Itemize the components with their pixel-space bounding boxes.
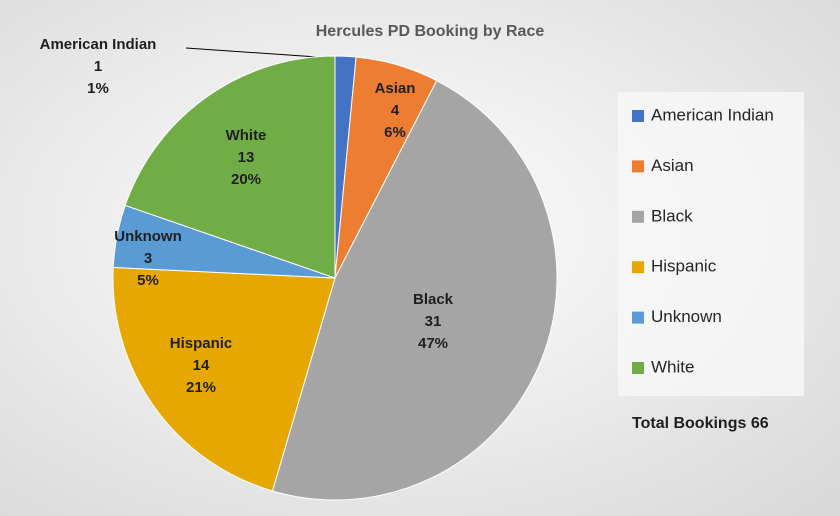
data-label-value: 31	[425, 313, 442, 330]
data-label-name: Hispanic	[170, 335, 233, 352]
pie-slice	[124, 55, 336, 279]
data-label-name: Unknown	[114, 228, 182, 245]
leader-line	[185, 47, 333, 59]
data-label-percent: 21%	[186, 379, 216, 396]
chart-title: Hercules PD Booking by Race	[316, 23, 545, 40]
legend-swatch	[632, 362, 644, 374]
pie-slice	[271, 80, 558, 501]
legend-swatch	[632, 261, 644, 274]
data-label-value: 3	[144, 250, 152, 267]
annotation: Total Bookings 66	[632, 415, 769, 432]
legend-label: White	[651, 357, 694, 376]
legend-swatch	[632, 160, 644, 173]
legend-swatch	[632, 210, 644, 223]
data-label-value: 14	[193, 357, 210, 374]
data-label-percent: 5%	[137, 272, 159, 289]
data-label-name: Black	[413, 291, 454, 308]
data-label-percent: 20%	[231, 171, 261, 188]
legend-box	[618, 92, 804, 396]
data-label-name: White	[226, 127, 267, 144]
data-label-percent: 47%	[418, 335, 448, 352]
legend-swatch	[632, 311, 644, 324]
legend-swatch	[632, 110, 644, 122]
data-label-percent: 6%	[384, 124, 406, 141]
data-label-value: 1	[94, 58, 102, 75]
legend-label: American Indian	[651, 105, 774, 124]
pie-slice	[112, 266, 336, 492]
data-label-percent: 1%	[87, 80, 109, 97]
data-label-value: 13	[238, 149, 255, 166]
legend-label: Asian	[651, 156, 694, 175]
data-label-value: 4	[391, 102, 400, 119]
legend-label: Unknown	[651, 307, 722, 326]
data-label-name: American Indian	[40, 36, 157, 53]
legend-label: Black	[651, 206, 693, 225]
legend-label: Hispanic	[651, 257, 717, 276]
data-label-name: Asian	[375, 80, 416, 97]
